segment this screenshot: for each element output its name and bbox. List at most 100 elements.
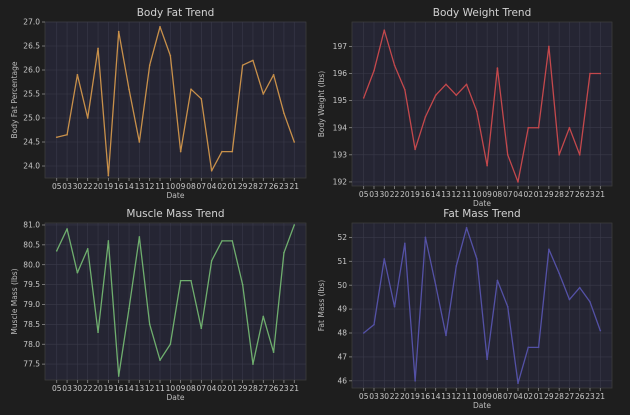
x-tick-label: 14 xyxy=(124,182,134,191)
data-point xyxy=(55,136,58,138)
data-point xyxy=(252,363,254,365)
data-point xyxy=(190,279,192,282)
chart-panel-muscle-mass: 05 03 30 22 20 19 16 14 13 12 11 10 09 08 07 04 02 01 29 28… xyxy=(10,208,307,402)
x-tick-label: 28 xyxy=(554,392,564,401)
y-tick-label: 49 xyxy=(337,305,347,314)
data-point xyxy=(558,272,560,275)
data-point xyxy=(169,343,172,346)
x-tick-label: 02 xyxy=(217,182,227,191)
y-axis-label: Body Fat Percentage xyxy=(10,61,19,138)
x-tick-label: 01 xyxy=(228,182,238,191)
data-point xyxy=(148,64,151,66)
y-tick-label: 48 xyxy=(337,329,347,338)
data-point xyxy=(221,150,223,153)
y-tick-label: 50 xyxy=(337,281,347,290)
y-tick-label: 26.0 xyxy=(23,66,40,75)
x-tick-label: 28 xyxy=(554,190,564,199)
x-tick-label: 02 xyxy=(217,384,227,393)
y-tick-label: 51 xyxy=(337,257,347,266)
x-tick-label: 27 xyxy=(259,182,269,191)
x-tick-label: 23 xyxy=(279,182,289,191)
chart-panel-body-weight: 05 03 30 22 20 19 16 14 13 12 11 10 09 08 07 04 02 01 29 28… xyxy=(317,7,613,208)
chart-title: Muscle Mass Trend xyxy=(126,208,224,220)
data-point xyxy=(373,69,375,72)
data-point xyxy=(527,346,530,349)
data-point xyxy=(76,271,79,274)
x-tick-label: 19 xyxy=(410,392,420,401)
data-point xyxy=(424,236,427,239)
x-tick-label: 10 xyxy=(472,190,482,199)
x-tick-label: 29 xyxy=(238,384,248,393)
x-tick-label: 22 xyxy=(390,190,400,199)
x-tick-label: 07 xyxy=(197,384,207,393)
x-tick-label: 11 xyxy=(155,384,165,393)
x-tick-label: 19 xyxy=(104,384,114,393)
data-point xyxy=(97,47,99,50)
data-point xyxy=(455,94,458,96)
chart-title: Body Fat Trend xyxy=(137,7,215,19)
data-point xyxy=(159,359,161,361)
y-tick-label: 47 xyxy=(337,353,347,362)
data-point xyxy=(548,45,550,48)
data-point xyxy=(272,351,275,353)
y-tick-label: 193 xyxy=(333,150,348,159)
x-tick-label: 21 xyxy=(289,182,299,191)
y-tick-label: 78.0 xyxy=(23,340,40,349)
x-tick-label: 19 xyxy=(104,182,114,191)
x-tick-label: 12 xyxy=(145,384,155,393)
x-tick-label: 29 xyxy=(238,182,248,191)
data-point xyxy=(465,83,468,86)
x-tick-label: 30 xyxy=(380,392,390,401)
y-axis-label: Body Weight (lbs) xyxy=(317,71,326,138)
chart-panel-fat-mass: 05 03 30 22 20 19 16 14 13 12 11 10 09 08 07 04 02 01 29 28… xyxy=(317,208,613,410)
data-point xyxy=(272,74,275,76)
data-point xyxy=(537,126,540,129)
data-point xyxy=(231,240,234,242)
data-point xyxy=(589,72,591,75)
data-point xyxy=(128,307,130,310)
x-tick-label: 05 xyxy=(359,190,369,199)
data-point xyxy=(404,88,406,91)
x-axis-label: Date xyxy=(473,199,491,208)
x-tick-label: 20 xyxy=(400,190,410,199)
data-point xyxy=(138,236,141,238)
data-point xyxy=(210,259,213,262)
y-tick-label: 24.0 xyxy=(23,162,40,171)
x-tick-label: 13 xyxy=(441,190,451,199)
data-point xyxy=(486,358,488,361)
x-axis-label: Date xyxy=(167,393,185,402)
data-point xyxy=(86,248,89,250)
x-tick-label: 01 xyxy=(534,392,544,401)
data-point xyxy=(231,150,234,153)
x-tick-label: 11 xyxy=(462,392,472,401)
data-point xyxy=(599,329,602,332)
data-point xyxy=(424,116,427,118)
data-point xyxy=(200,98,203,100)
data-point xyxy=(578,154,581,156)
x-tick-label: 22 xyxy=(83,182,93,191)
x-tick-label: 03 xyxy=(62,182,72,191)
data-point xyxy=(138,141,141,143)
plot-area xyxy=(44,222,307,381)
x-tick-label: 08 xyxy=(493,392,503,401)
data-point xyxy=(179,279,182,282)
x-tick-label: 01 xyxy=(228,384,238,393)
y-axis-label: Fat Mass (lbs) xyxy=(317,280,326,331)
data-point xyxy=(414,148,416,151)
series-line xyxy=(363,227,601,384)
x-tick-label: 26 xyxy=(575,392,585,401)
data-point xyxy=(599,72,602,75)
data-point xyxy=(252,59,254,62)
data-point xyxy=(445,334,447,337)
x-tick-label: 26 xyxy=(269,384,279,393)
x-tick-label: 27 xyxy=(565,190,575,199)
y-axis-label: Muscle Mass (lbs) xyxy=(10,268,19,334)
y-tick-label: 46 xyxy=(337,376,347,385)
data-point xyxy=(506,305,509,308)
data-point xyxy=(86,117,89,119)
x-tick-label: 13 xyxy=(135,182,145,191)
data-point xyxy=(434,94,437,96)
data-point xyxy=(393,64,396,67)
data-point xyxy=(76,74,79,76)
